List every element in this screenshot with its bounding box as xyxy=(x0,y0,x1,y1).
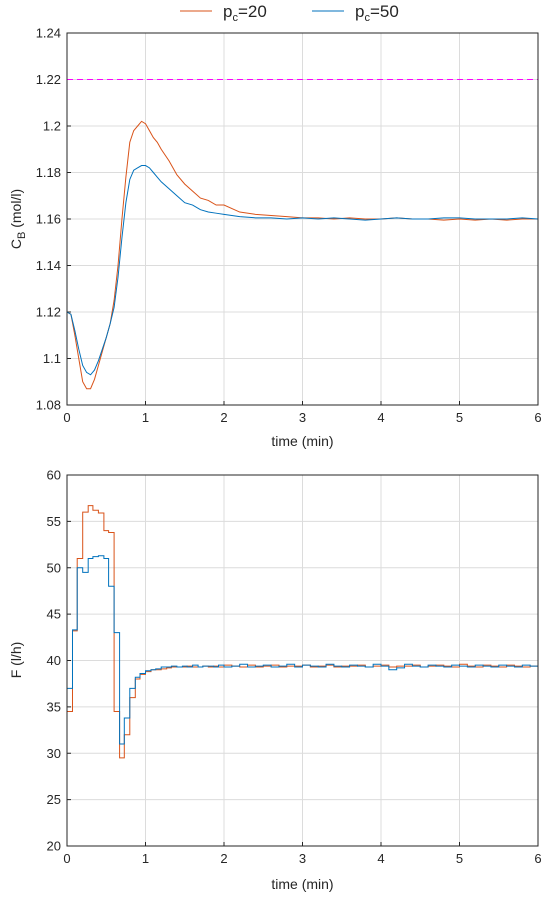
x-tick-label: 4 xyxy=(377,851,384,866)
x-tick-label: 1 xyxy=(142,851,149,866)
x-tick-label: 5 xyxy=(456,851,463,866)
y-tick-label: 30 xyxy=(47,746,61,761)
axes-box xyxy=(66,32,539,406)
y-tick-label: 1.14 xyxy=(36,258,61,273)
y-tick-labels: 1.08 1.1 1.12 1.14 1.16 1.18 1.2 1.22 1.24 xyxy=(36,26,61,413)
x-tick-label: 0 xyxy=(63,851,70,866)
axes-box xyxy=(66,474,539,847)
y-tick-label: 40 xyxy=(47,653,61,668)
y-tick-label: 50 xyxy=(47,560,61,575)
y-axis-label: F (l/h) xyxy=(8,642,24,679)
x-tick-labels: 0 1 2 3 4 5 6 xyxy=(63,410,541,425)
series-line-1 xyxy=(66,165,539,376)
x-axis-label: time (min) xyxy=(271,876,333,892)
y-tick-label: 1.22 xyxy=(36,72,61,87)
y-tick-label: 1.08 xyxy=(36,398,61,413)
y-tick-label: 1.12 xyxy=(36,305,61,320)
x-tick-label: 3 xyxy=(299,410,306,425)
x-tick-label: 2 xyxy=(220,851,227,866)
y-axis-label: CB (mol/l) xyxy=(8,189,28,249)
x-tick-label: 3 xyxy=(299,851,306,866)
series-group xyxy=(66,120,539,390)
legend-label-pc50: pc=50 xyxy=(355,2,399,24)
legend-label-pc20: pc=20 xyxy=(223,2,267,24)
y-tick-label: 45 xyxy=(47,607,61,622)
y-tick-label: 35 xyxy=(47,699,61,714)
series-group xyxy=(67,505,538,759)
y-tick-label: 55 xyxy=(47,514,61,529)
y-tick-label: 1.18 xyxy=(36,165,61,180)
legend: pc=20 pc=50 xyxy=(180,2,399,24)
x-tick-label: 2 xyxy=(220,410,227,425)
y-tick-label: 1.2 xyxy=(43,119,61,134)
x-tick-label: 6 xyxy=(534,410,541,425)
x-tick-labels: 0 1 2 3 4 5 6 xyxy=(63,851,541,866)
y-tick-label: 1.16 xyxy=(36,212,61,227)
y-tick-label: 25 xyxy=(47,792,61,807)
x-tick-label: 4 xyxy=(377,410,384,425)
x-tick-label: 1 xyxy=(142,410,149,425)
x-tick-label: 5 xyxy=(456,410,463,425)
grid xyxy=(66,474,539,847)
y-tick-label: 1.1 xyxy=(43,351,61,366)
x-tick-label: 6 xyxy=(534,851,541,866)
y-tick-label: 20 xyxy=(47,839,61,854)
y-tick-labels: 20 25 30 35 40 45 50 55 60 xyxy=(47,468,61,854)
x-axis-label: time (min) xyxy=(271,433,333,449)
x-tick-label: 0 xyxy=(63,410,70,425)
y-tick-label: 60 xyxy=(47,468,61,483)
series-line-1 xyxy=(67,555,538,745)
grid xyxy=(66,32,539,406)
y-tick-label: 1.24 xyxy=(36,26,61,41)
